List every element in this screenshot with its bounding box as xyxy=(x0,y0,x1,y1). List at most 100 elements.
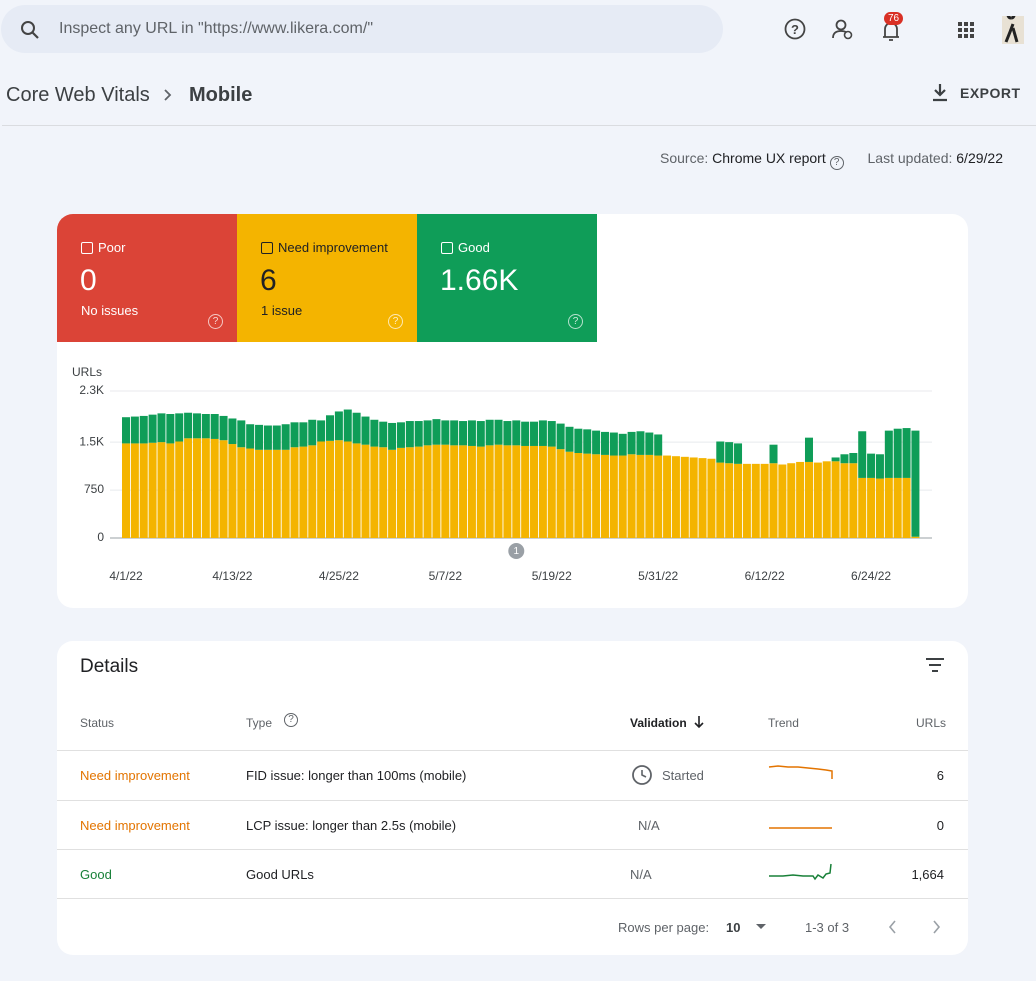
bar-segment xyxy=(601,432,609,455)
bar-segment xyxy=(335,411,343,440)
bar-segment xyxy=(770,463,778,538)
bar-segment xyxy=(805,462,813,538)
prev-page[interactable] xyxy=(890,921,895,933)
bar-segment xyxy=(885,478,893,538)
column-header[interactable]: Validation xyxy=(630,716,687,730)
filter-icon[interactable] xyxy=(924,656,946,674)
help-icon[interactable]: ? xyxy=(786,20,805,39)
bar-segment xyxy=(344,441,352,538)
tile-poor[interactable]: Poor 0 No issues ? xyxy=(57,214,237,342)
bar-segment xyxy=(486,445,494,538)
bar-segment xyxy=(175,441,183,538)
type: Good URLs xyxy=(246,867,314,882)
x-tick-label: 4/25/22 xyxy=(319,569,359,583)
y-tick-label: 0 xyxy=(97,530,104,544)
help-icon[interactable]: ? xyxy=(284,713,298,727)
x-tick-label: 4/13/22 xyxy=(212,569,252,583)
bar-segment xyxy=(379,447,387,538)
notifications-icon[interactable] xyxy=(883,23,899,40)
bar-segment xyxy=(370,420,378,447)
tile-label-text: Poor xyxy=(98,240,125,255)
column-header[interactable]: Type xyxy=(246,716,272,730)
details-title: Details xyxy=(80,656,138,678)
help-icon[interactable]: ? xyxy=(388,314,403,329)
rows-per-page-select[interactable]: 10 xyxy=(726,920,740,935)
clock-icon xyxy=(631,764,653,786)
bar-segment xyxy=(636,431,644,455)
tile-sub: No issues xyxy=(81,303,138,318)
column-header[interactable]: URLs xyxy=(916,716,946,730)
bar-segment xyxy=(326,441,334,538)
sort-arrow xyxy=(692,715,706,729)
x-tick-label: 5/7/22 xyxy=(429,569,463,583)
bar-segment xyxy=(477,447,485,538)
bar-segment xyxy=(317,420,325,441)
trend-sparkline xyxy=(768,821,834,831)
bar-segment xyxy=(778,465,786,539)
bar-segment xyxy=(149,415,157,443)
status: Need improvement xyxy=(80,818,190,833)
bar-segment xyxy=(734,464,742,538)
tile-label-text: Need improvement xyxy=(278,240,388,255)
search-bar[interactable]: Inspect any URL in "https://www.likera.c… xyxy=(1,5,723,53)
bar-segment xyxy=(344,410,352,442)
bar-segment xyxy=(716,463,724,538)
x-tick-label: 5/19/22 xyxy=(532,569,572,583)
help-icon[interactable]: ? xyxy=(208,314,223,329)
type: FID issue: longer than 100ms (mobile) xyxy=(246,768,466,783)
bar-segment xyxy=(228,418,236,444)
table-row[interactable]: Need improvement FID issue: longer than … xyxy=(57,750,968,800)
bar-segment xyxy=(574,429,582,453)
bar-segment xyxy=(805,438,813,462)
x-tick-label: 5/31/22 xyxy=(638,569,678,583)
bar-segment xyxy=(503,445,511,538)
help-icon[interactable]: ? xyxy=(830,156,844,170)
bar-segment xyxy=(441,445,449,538)
status: Need improvement xyxy=(80,768,190,783)
bar-segment xyxy=(273,450,281,538)
column-header[interactable]: Trend xyxy=(768,716,799,730)
avatar[interactable] xyxy=(1002,16,1024,44)
bar-segment xyxy=(725,442,733,463)
x-tick-label: 4/1/22 xyxy=(109,569,143,583)
dropdown-arrow[interactable] xyxy=(754,922,768,932)
column-header[interactable]: Status xyxy=(80,716,114,730)
table-row[interactable]: Good Good URLs N/A 1,664 xyxy=(57,849,968,899)
bar-segment xyxy=(699,458,707,538)
bar-segment xyxy=(246,424,254,448)
bar-segment xyxy=(415,447,423,538)
bar-segment xyxy=(548,447,556,538)
table-row[interactable]: Need improvement LCP issue: longer than … xyxy=(57,800,968,850)
tile-good[interactable]: Good 1.66K ? xyxy=(417,214,597,342)
urls: 6 xyxy=(937,768,944,783)
y-axis-label: URLs xyxy=(72,365,102,379)
bar-segment xyxy=(628,432,636,454)
validation: Started xyxy=(662,768,704,783)
bar-segment xyxy=(282,450,290,538)
bar-segment xyxy=(441,420,449,444)
bar-segment xyxy=(388,423,396,450)
bar-segment xyxy=(911,431,919,537)
bar-segment xyxy=(539,446,547,538)
next-page[interactable] xyxy=(934,921,939,933)
bar-segment xyxy=(308,420,316,446)
header-icons: ? xyxy=(782,16,1032,46)
account-settings-icon[interactable] xyxy=(833,21,852,39)
export-button[interactable]: EXPORT xyxy=(928,82,1018,106)
bar-segment xyxy=(814,463,822,538)
bar-segment xyxy=(273,426,281,450)
bar-segment xyxy=(583,429,591,453)
apps-icon[interactable] xyxy=(958,22,974,38)
bar-segment xyxy=(122,417,130,443)
tile-label-text: Good xyxy=(458,240,490,255)
bar-segment xyxy=(761,464,769,538)
bar-segment xyxy=(903,428,911,478)
breadcrumb-parent[interactable]: Core Web Vitals xyxy=(6,84,150,107)
bar-segment xyxy=(388,450,396,538)
tile-label: Need improvement xyxy=(261,240,388,255)
help-icon[interactable]: ? xyxy=(568,314,583,329)
tile-need-improvement[interactable]: Need improvement 6 1 issue ? xyxy=(237,214,417,342)
bar-segment xyxy=(264,450,272,538)
bar-segment xyxy=(459,445,467,538)
bar-segment xyxy=(512,445,520,538)
